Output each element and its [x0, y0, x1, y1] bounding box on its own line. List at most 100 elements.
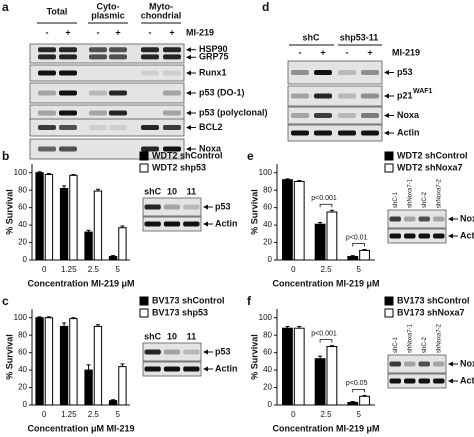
band [183, 221, 200, 227]
band [404, 361, 416, 367]
blot [387, 228, 447, 244]
group-label: plasmic [91, 10, 125, 20]
band [89, 110, 107, 116]
band [404, 378, 416, 384]
band [109, 47, 127, 53]
legend-label: WDT2 shNoxa7 [397, 162, 463, 172]
lane-label: shC [144, 331, 162, 341]
panel-label: c [2, 294, 9, 308]
blot-label: p53 [215, 346, 231, 356]
band [89, 125, 107, 130]
band [314, 113, 332, 118]
blot [287, 106, 383, 125]
band [314, 130, 332, 136]
band [389, 216, 401, 222]
lane-sign: + [115, 27, 120, 37]
band [38, 54, 56, 60]
blot-label-sup: WAF1 [413, 88, 433, 95]
lane-label: shC [144, 186, 162, 196]
band [163, 366, 181, 372]
legend-label: WDT2 shp53 [152, 162, 206, 172]
x-tick-label: 0 [291, 265, 296, 274]
bar [314, 223, 326, 261]
band [183, 349, 200, 355]
x-axis-label: Concentration MI-219 μM [272, 423, 379, 433]
y-tick-label: 60 [263, 203, 272, 212]
y-tick-label: 40 [18, 365, 27, 374]
panel-label: f [247, 294, 252, 308]
band [89, 47, 107, 53]
blot [29, 43, 185, 64]
y-tick-label: 20 [263, 383, 272, 392]
blot-label: Noxa [397, 110, 420, 120]
blot-label: HSP90 [199, 44, 228, 54]
band [89, 90, 107, 96]
band [38, 146, 56, 152]
band [144, 204, 161, 210]
band [314, 93, 332, 99]
band [338, 93, 356, 99]
band [338, 130, 356, 136]
band [59, 70, 77, 76]
band [109, 125, 127, 130]
bar [44, 317, 54, 406]
blot-label: Actin [397, 127, 420, 137]
bar [347, 401, 359, 406]
y-tick-label: 60 [18, 203, 27, 212]
band [109, 54, 127, 60]
band [183, 204, 200, 210]
bar [108, 400, 118, 406]
y-tick-label: 20 [18, 238, 27, 247]
y-tick-label: 60 [18, 348, 27, 357]
legend-swatch [384, 163, 394, 173]
band [163, 90, 181, 96]
band [389, 361, 401, 367]
blot [287, 60, 383, 85]
y-tick-label: 40 [263, 365, 272, 374]
band [141, 70, 159, 76]
x-axis-label: Concentration μM MI-219 [27, 423, 134, 433]
y-tick-label: 40 [18, 220, 27, 229]
lane-label: 10 [167, 331, 177, 341]
group-label: shC [302, 32, 320, 42]
lane-label: shC-2 [422, 191, 428, 208]
blot [387, 373, 447, 389]
band [141, 125, 159, 130]
band [433, 378, 445, 384]
blot-label: p21 [397, 90, 413, 100]
bar [359, 249, 370, 261]
lane-label: shNoxa7-1 [407, 178, 413, 208]
band [59, 110, 77, 116]
legend-label: BV173 shControl [152, 295, 225, 305]
lane-sign: - [97, 27, 100, 37]
x-tick-label: 5 [116, 410, 121, 419]
bar [93, 325, 103, 406]
band [361, 70, 379, 75]
blot [142, 197, 202, 217]
bar [84, 369, 93, 406]
bar [282, 179, 293, 261]
panel-label: b [2, 149, 9, 163]
band [163, 47, 181, 53]
band [338, 113, 356, 118]
lane-sign: - [46, 27, 49, 37]
band [59, 90, 77, 96]
band [418, 361, 430, 367]
lane-label: 10 [167, 186, 177, 196]
y-tick-label: 100 [14, 168, 28, 177]
blot-label: Actin [460, 375, 474, 385]
band [59, 125, 77, 130]
bar [69, 174, 78, 261]
lane-label: 11 [187, 331, 197, 341]
x-tick-label: 0 [42, 410, 47, 419]
band [38, 90, 56, 96]
significance-bracket [319, 339, 333, 343]
band [144, 349, 161, 355]
bar [84, 231, 93, 261]
lane-sign: + [169, 27, 174, 37]
blot-label: p53 (polyclonal) [199, 107, 268, 117]
band [361, 93, 379, 99]
band [291, 93, 309, 99]
bar [59, 187, 69, 261]
y-tick-label: 60 [263, 348, 272, 357]
